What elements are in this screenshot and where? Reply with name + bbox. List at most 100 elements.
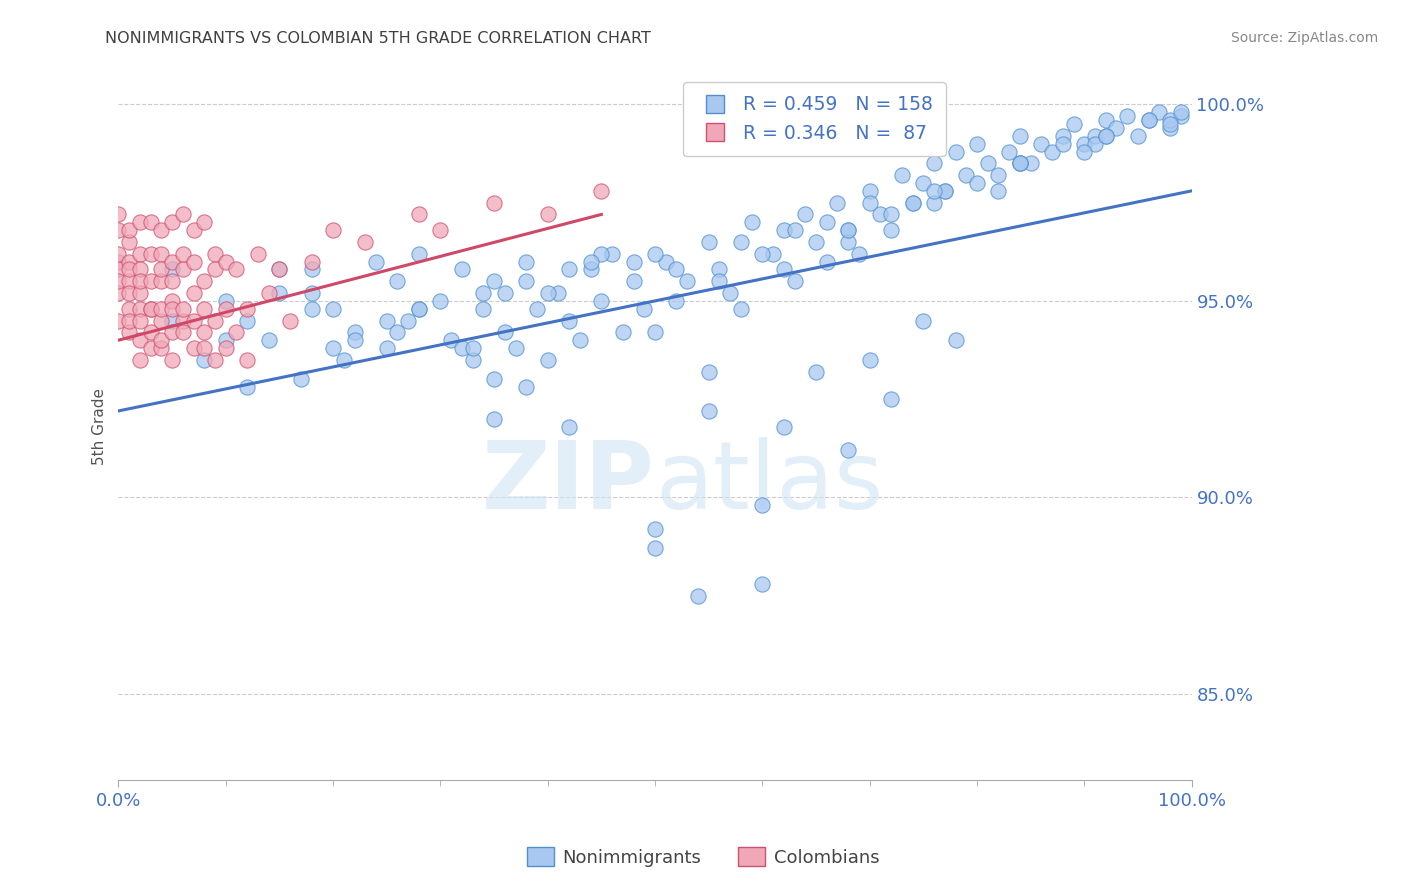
Point [644,541,666,556]
Point [204,262,226,277]
Point [1019,156,1042,170]
Point [107,207,129,221]
Text: atlas: atlas [655,437,883,529]
Point [236,301,259,316]
Point [804,235,827,249]
Point [1149,105,1171,120]
Point [183,341,205,355]
Point [1084,128,1107,143]
Point [558,262,581,277]
Point [1094,128,1116,143]
Point [290,372,312,386]
Point [215,254,238,268]
Point [709,274,731,288]
Point [600,246,623,260]
Point [160,352,183,367]
Point [794,207,817,221]
Point [118,326,141,340]
Point [633,301,655,316]
Point [697,365,720,379]
Point [987,184,1010,198]
Point [375,341,398,355]
Point [837,235,859,249]
Point [375,313,398,327]
Point [837,223,859,237]
Point [901,195,924,210]
Point [322,341,344,355]
Point [139,301,162,316]
Point [450,262,472,277]
Point [129,215,152,229]
Point [139,274,162,288]
Point [354,235,377,249]
Point [880,392,903,406]
Point [301,262,323,277]
Point [1063,117,1085,131]
Point [859,195,882,210]
Point [922,184,945,198]
Point [183,254,205,268]
Point [934,184,956,198]
Point [568,333,591,347]
Point [236,313,259,327]
Point [440,333,463,347]
Point [987,168,1010,182]
Point [644,522,666,536]
Point [1040,145,1063,159]
Point [118,254,141,268]
Point [139,246,162,260]
Point [139,215,162,229]
Point [343,326,366,340]
Point [751,246,773,260]
Point [1031,136,1053,151]
Point [246,246,269,260]
Point [129,274,152,288]
Point [160,262,183,277]
Point [160,313,183,327]
Point [129,246,152,260]
Point [278,313,301,327]
Point [591,184,613,198]
Point [655,254,678,268]
Point [183,223,205,237]
Point [612,326,634,340]
Point [118,286,141,301]
Point [482,195,505,210]
Point [730,235,752,249]
Point [118,301,141,316]
Point [804,365,827,379]
Point [150,223,173,237]
Point [225,326,247,340]
Point [515,274,537,288]
Point [215,341,238,355]
Point [172,207,194,221]
Point [236,380,259,394]
Point [751,498,773,512]
Point [859,184,882,198]
Point [772,223,794,237]
Point [461,352,484,367]
Point [537,207,560,221]
Point [343,333,366,347]
Point [827,195,849,210]
Point [623,254,645,268]
Point [1137,113,1160,128]
Point [783,274,806,288]
Point [429,293,451,308]
Point [193,215,215,229]
Point [118,274,141,288]
Point [1052,136,1074,151]
Point [623,274,645,288]
Point [869,207,891,221]
Point [215,301,238,316]
Point [472,301,495,316]
Point [107,274,129,288]
Point [772,419,794,434]
Point [215,293,238,308]
Point [1073,145,1095,159]
Point [107,223,129,237]
Point [160,301,183,316]
Point [591,293,613,308]
Point [697,404,720,418]
Legend: R = 0.459   N = 158, R = 0.346   N =  87: R = 0.459 N = 158, R = 0.346 N = 87 [683,82,946,156]
